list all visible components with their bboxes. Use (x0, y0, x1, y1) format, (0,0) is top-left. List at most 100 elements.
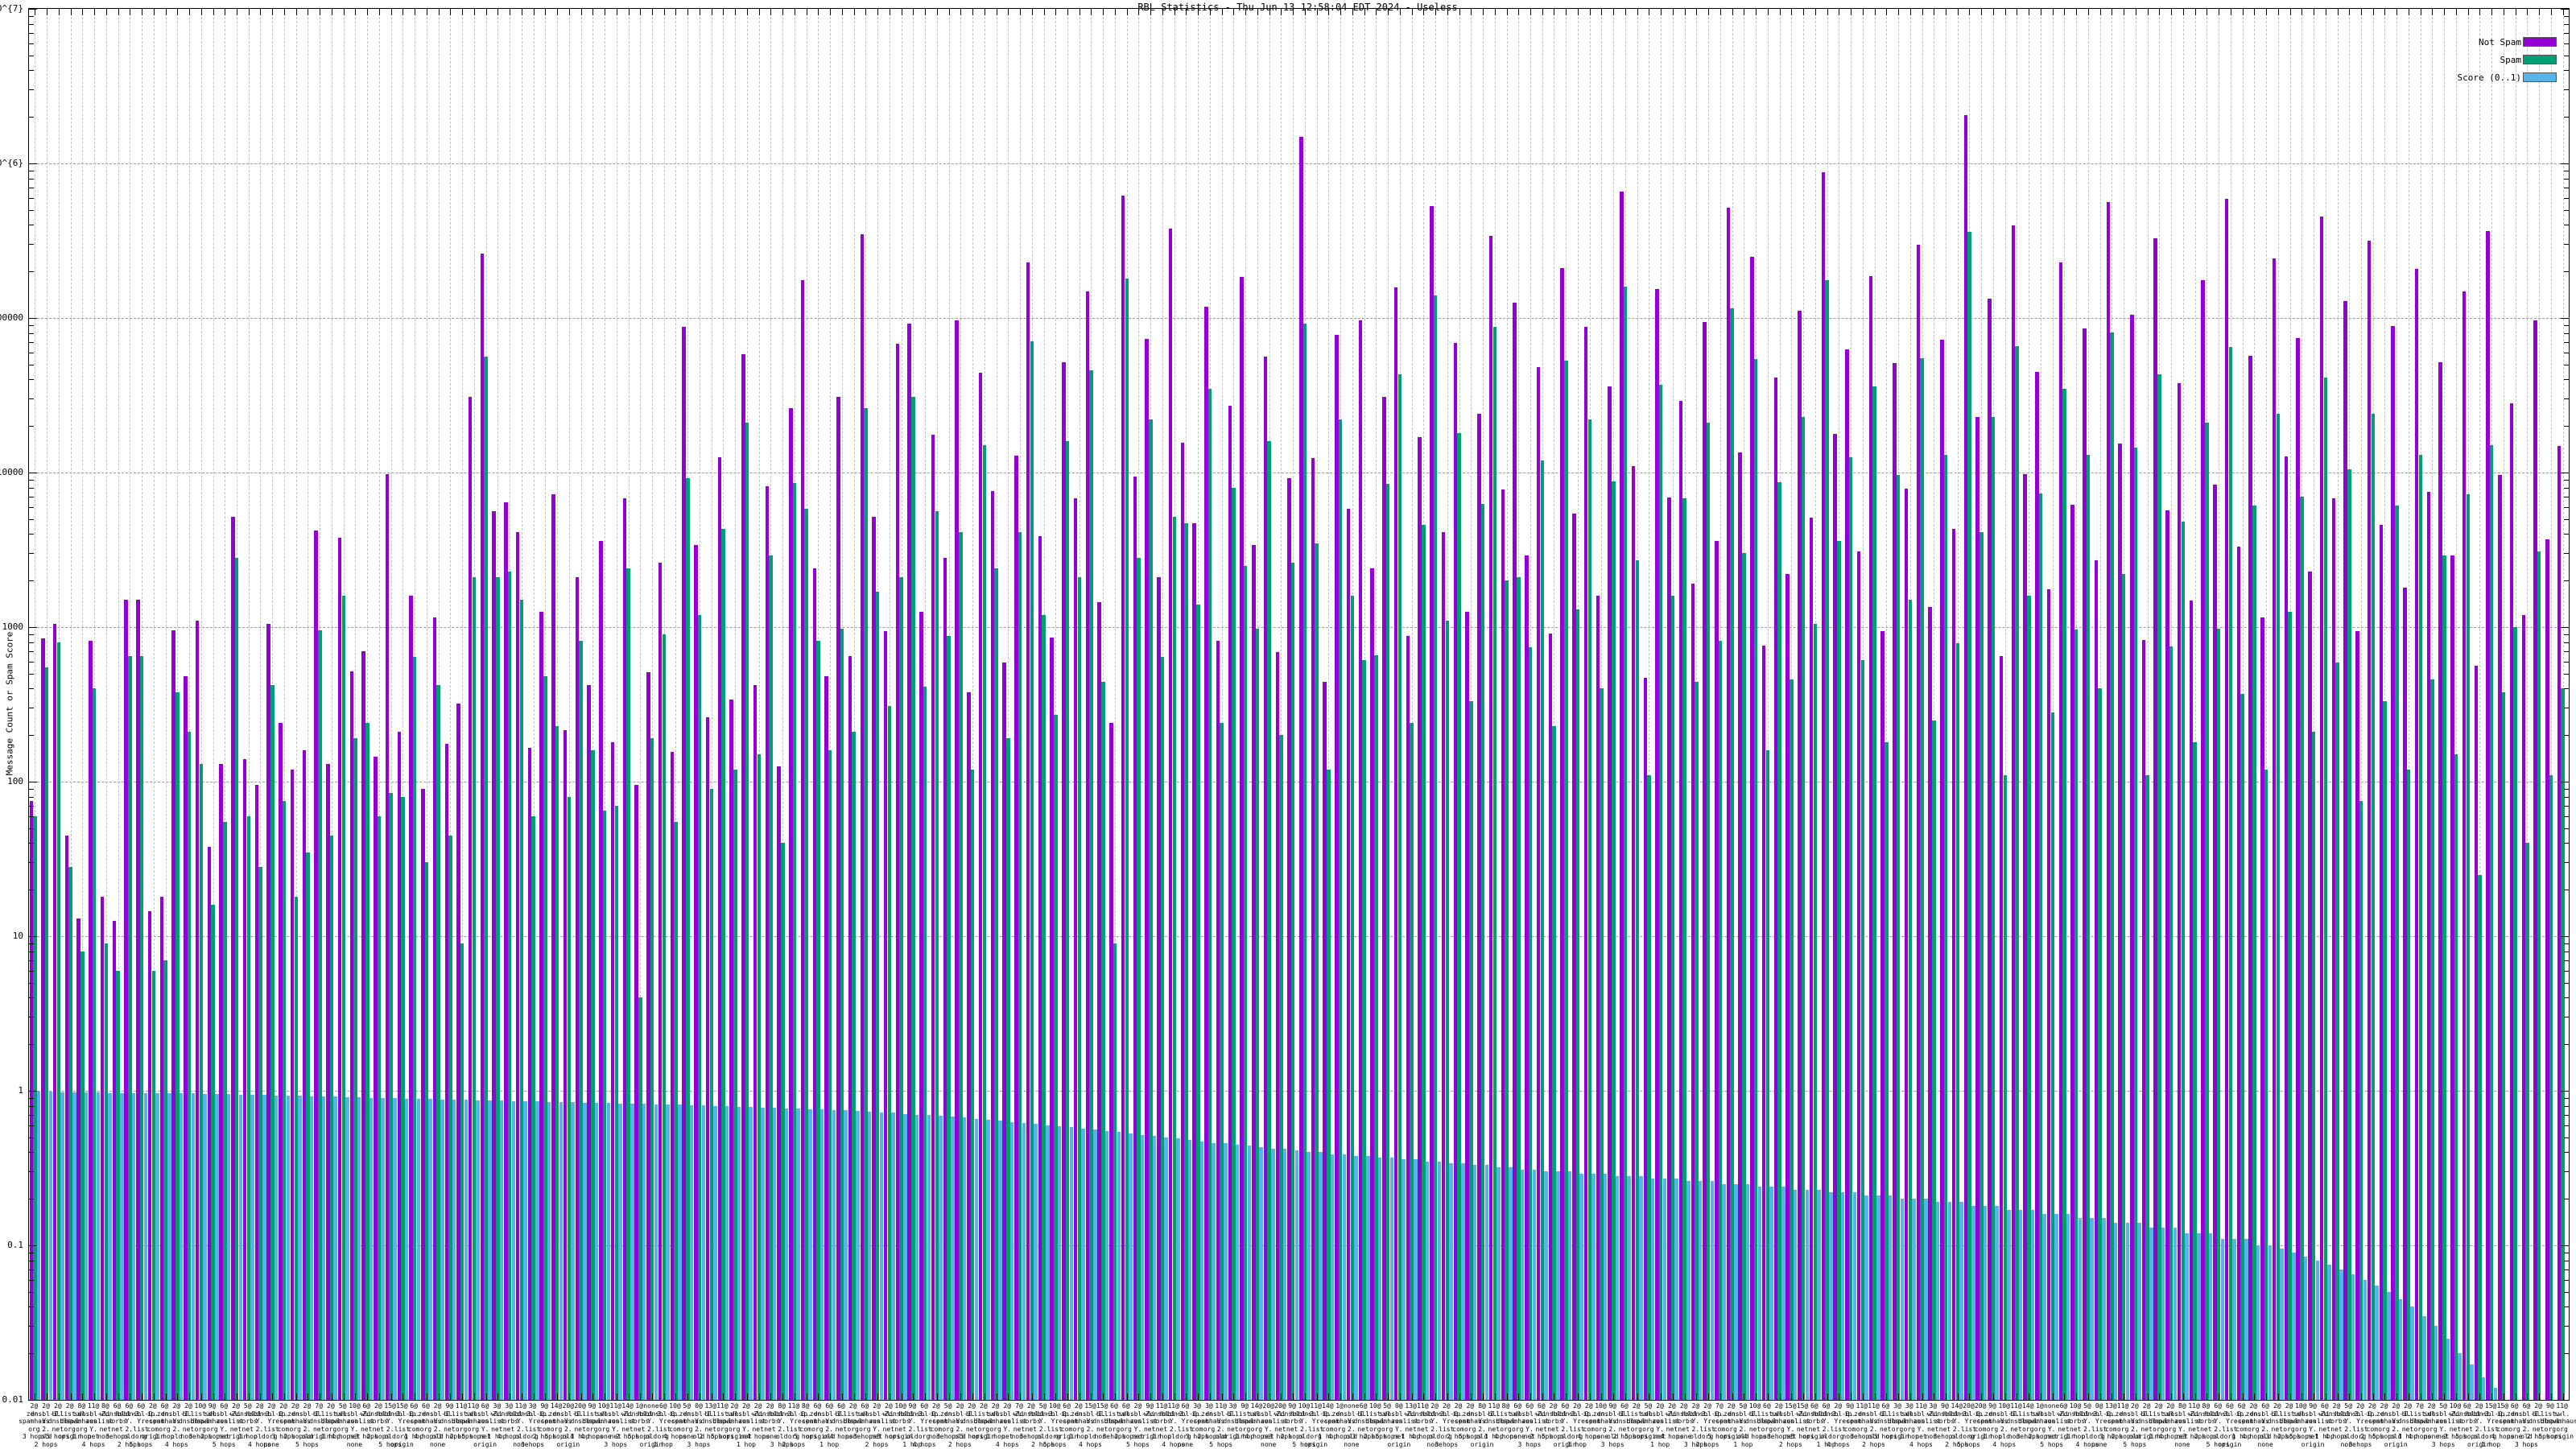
y-minor-tick (29, 117, 34, 118)
bar-spam (721, 529, 725, 1400)
bar-spam (1113, 943, 1117, 1400)
bar-spam (1149, 419, 1153, 1400)
x-group-label: 2@ hsbl-3. Y. 2. old origin (2465, 1402, 2493, 1448)
x-group-label: 10@ ip. recent com 4 hops (663, 1402, 687, 1440)
bar-score (2232, 1239, 2236, 1400)
y-minor-tick (2564, 828, 2569, 829)
x-top-tick (1399, 9, 1401, 15)
x-group-label: 2@ ip. recent com 4 hops (1577, 1402, 1601, 1440)
x-top-tick (841, 9, 843, 15)
bar-score (1544, 1171, 1548, 1400)
x-bottom-tick (2147, 1393, 2149, 1400)
v-gridline (2550, 9, 2552, 1400)
y-minor-tick (29, 379, 34, 381)
x-group-label: 11@ dnsbl. sorbs net 1 hop (1150, 1402, 1174, 1440)
v-gridline (557, 9, 559, 1400)
x-group-label: 20@ wl. list net 3 hops (1268, 1402, 1292, 1440)
bar-spam (2074, 630, 2079, 1400)
x-bottom-tick (438, 1393, 440, 1400)
x-group-label: 2@ hsbl-3. Y. 2. old 3 hops (1682, 1402, 1710, 1448)
bar-score (1046, 1125, 1050, 1400)
bar-not-spam (872, 516, 876, 1400)
x-group-label: 10@ swl. spamhaus org none (588, 1402, 620, 1440)
bar-spam (80, 951, 85, 1400)
bar-spam (1350, 595, 1355, 1400)
x-bottom-tick (2372, 1393, 2374, 1400)
bar-not-spam (2260, 617, 2264, 1400)
x-bottom-tick (1732, 1393, 1733, 1400)
x-bottom-tick (1827, 1393, 1828, 1400)
y-minor-tick (2564, 32, 2569, 34)
v-gridline (568, 9, 570, 1400)
bar-score (321, 1096, 326, 1400)
bar-spam (1267, 440, 1271, 1400)
bar-spam (1469, 701, 1473, 1400)
bar-not-spam (765, 485, 770, 1400)
x-top-tick (1708, 9, 1710, 15)
bar-not-spam (2414, 269, 2419, 1400)
bar-score (914, 1114, 919, 1400)
bar-score (226, 1094, 231, 1400)
bar-not-spam (242, 758, 247, 1400)
bar-not-spam (279, 722, 283, 1400)
y-minor-tick (29, 1326, 34, 1327)
v-gridline (118, 9, 119, 1400)
x-bottom-tick (1530, 1393, 1531, 1400)
bar-spam (1587, 419, 1592, 1400)
bar-not-spam (1441, 532, 1446, 1400)
y-minor-tick (29, 970, 34, 972)
x-bottom-tick (283, 1393, 285, 1400)
bar-spam (2062, 388, 2066, 1400)
bar-score (108, 1092, 112, 1400)
bar-score (1900, 1199, 1905, 1400)
bar-score (1995, 1205, 1999, 1400)
bar-spam (1718, 640, 1723, 1400)
x-bottom-tick (367, 1393, 369, 1400)
v-gridline (675, 9, 677, 1400)
y-minor-tick (2564, 805, 2569, 807)
x-top-tick (1103, 9, 1104, 15)
bar-score (60, 1092, 64, 1400)
x-bottom-tick (1388, 1393, 1389, 1400)
v-gridline (652, 9, 653, 1400)
bar-spam (686, 477, 690, 1400)
y-minor-tick (29, 982, 34, 984)
x-top-tick (94, 9, 96, 15)
x-bottom-tick (1981, 1393, 1983, 1400)
bar-spam (1433, 295, 1438, 1400)
bar-spam (2561, 688, 2565, 1400)
bar-score (927, 1114, 931, 1400)
v-gridline (260, 9, 262, 1400)
x-bottom-tick (2004, 1393, 2006, 1400)
x-group-label: 9@ hsbl-3. Y. 2. old 1 hop (898, 1402, 927, 1448)
v-gridline (2147, 9, 2149, 1400)
bar-not-spam (432, 617, 437, 1400)
bar-spam (2228, 346, 2233, 1400)
x-group-label: 2@ swl. spamhaus org 1 hop (980, 1402, 1011, 1440)
bar-spam (852, 732, 856, 1400)
bar-spam (2478, 874, 2482, 1400)
x-group-label: 3@ list. dnswl org origin (1885, 1402, 1909, 1440)
x-group-label: 11@ list. dnswl org 5 hops (711, 1402, 734, 1440)
x-group-label: 6@ zen. spamhaus org origin (802, 1402, 833, 1440)
x-group-label: 2@ dnsbl. sorbs net 3 hops (1019, 1402, 1043, 1440)
bar-score (1650, 1179, 1655, 1400)
x-top-tick (2360, 9, 2362, 15)
x-top-tick (1198, 9, 1199, 15)
x-group-label: 14@ zen. spamhaus org 5 hops (540, 1402, 572, 1440)
x-top-tick (1138, 9, 1140, 15)
bar-spam (709, 788, 714, 1400)
x-bottom-tick (1020, 1393, 1022, 1400)
y-minor-tick (2564, 735, 2569, 737)
bar-not-spam (1346, 509, 1351, 1400)
x-group-label: 2@ list. dnswl org 1 hop (2149, 1402, 2169, 1440)
bar-spam (2181, 522, 2186, 1400)
bar-spam (2050, 712, 2054, 1400)
bar-spam (935, 511, 939, 1400)
bar-not-spam (1715, 541, 1719, 1400)
x-top-tick (1518, 9, 1520, 15)
bar-spam (602, 810, 607, 1400)
x-group-label: 2@ dnsbl-2. zen. Y. net 1 hop (730, 1402, 762, 1448)
bar-spam (2549, 775, 2553, 1400)
x-group-label: 2@ dnsbl-1. Y. 2. old 2 hops (30, 1402, 62, 1448)
